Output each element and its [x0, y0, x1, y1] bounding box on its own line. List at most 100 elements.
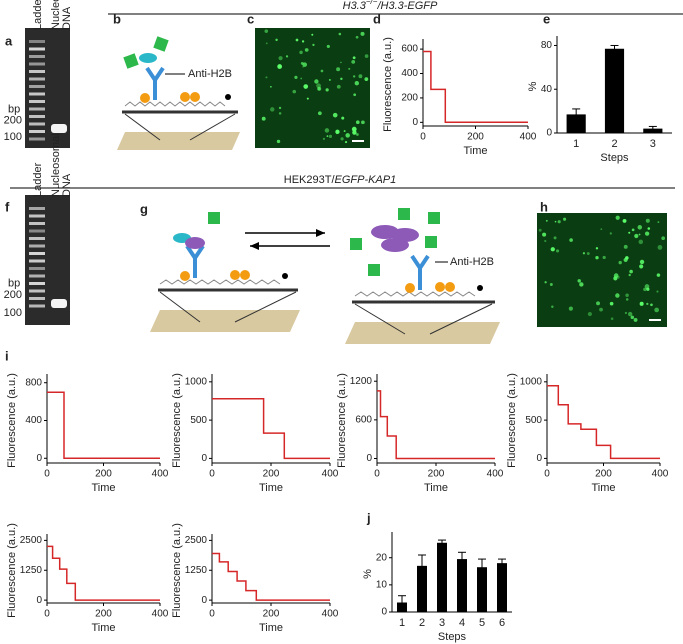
x-tick-label: 400	[152, 469, 169, 480]
fluorescent-spot	[646, 302, 649, 305]
fluorescent-spot	[625, 293, 629, 297]
x-tick-label: 200	[95, 469, 112, 480]
fluorescent-spot	[358, 74, 363, 79]
gel-band	[29, 122, 45, 126]
y-tick-label: 600	[355, 414, 372, 425]
fluorescent-spot	[303, 84, 309, 89]
fluorescent-spot	[328, 134, 333, 138]
fluorescent-spot	[340, 77, 343, 81]
trace-fit	[47, 545, 160, 601]
fluorescent-spot	[294, 75, 298, 79]
fluorescent-spot	[344, 141, 348, 144]
fluorescent-spot	[587, 312, 592, 317]
x-tick-label: 2	[419, 617, 425, 629]
microscope-image	[255, 28, 370, 148]
fluorescent-spot	[628, 273, 631, 277]
gel-lane-label: Ladder	[32, 162, 44, 197]
fluorescent-spot	[352, 56, 356, 60]
x-axis-label: Steps	[438, 631, 467, 643]
gel-band	[29, 130, 45, 133]
antibody-label: Anti-H2B	[188, 68, 232, 80]
y-axis-label: %	[527, 81, 539, 91]
x-tick-label: 0	[209, 609, 215, 620]
fluorescent-spot	[563, 217, 567, 221]
x-tick-label: 400	[487, 469, 504, 480]
y-axis-label: Fluorescence (a.u.)	[6, 373, 18, 468]
fluorescent-spot	[355, 35, 359, 39]
fluorescent-spot	[336, 84, 341, 89]
fluorescent-spot	[356, 133, 359, 136]
panel-label: d	[373, 11, 381, 26]
gel-band	[29, 115, 45, 118]
fluorescent-spot	[302, 66, 304, 68]
fluorescent-spot	[351, 59, 356, 64]
trace-fit	[212, 552, 330, 601]
x-axis-label: Time	[591, 482, 615, 494]
fluorescent-spot	[338, 32, 342, 36]
bar	[497, 563, 507, 612]
x-tick-label: 400	[152, 609, 169, 620]
gel-band	[29, 214, 45, 218]
y-tick-label: 0	[381, 607, 387, 618]
fluorescent-spot	[557, 220, 561, 224]
microscope-image	[537, 213, 667, 327]
schematic-g	[150, 208, 500, 344]
fluorescent-spot	[285, 55, 289, 58]
x-tick-label: 2	[611, 138, 617, 150]
fluorescent-spot	[351, 126, 357, 132]
fluorescent-spot	[542, 232, 547, 237]
gel-band	[51, 124, 67, 133]
fluorescent-spot	[312, 43, 315, 47]
fluorescent-spot	[644, 284, 650, 289]
fluorescent-spot	[553, 236, 557, 240]
fluorescent-spot	[300, 77, 303, 80]
fluorescent-spot	[639, 259, 645, 265]
y-tick-label: 200	[401, 93, 418, 104]
bar	[437, 542, 447, 612]
bar	[566, 114, 586, 133]
trace-fit	[423, 50, 528, 124]
gel-band	[29, 289, 45, 293]
fluorescent-spot	[650, 303, 653, 307]
gel-lane-label: Nucleosomal	[50, 0, 62, 30]
gel-lane-label: Ladder	[32, 0, 44, 30]
x-axis-label: Time	[463, 145, 487, 157]
y-tick-label: 0	[36, 595, 42, 606]
gel-mark: 200	[4, 289, 22, 301]
fluorescent-spot	[610, 317, 614, 321]
y-tick-label: 0	[201, 453, 207, 464]
fluorescent-spot	[326, 44, 330, 49]
fluorescent-spot	[613, 276, 618, 281]
fluorescent-spot	[622, 218, 627, 223]
x-tick-label: 0	[44, 469, 50, 480]
gel-band	[29, 40, 45, 43]
fluorescent-spot	[630, 315, 635, 320]
fluorescent-spot	[586, 252, 590, 255]
fluorescent-spot	[647, 227, 651, 230]
fluorescent-spot	[595, 256, 599, 260]
gel-band	[29, 55, 45, 58]
y-tick-label: 800	[25, 377, 42, 388]
x-axis-label: Time	[91, 482, 115, 494]
x-tick-label: 0	[44, 609, 50, 620]
fluorescent-spot	[609, 232, 612, 235]
fluorescent-spot	[320, 69, 324, 73]
header-part: H3.3	[343, 0, 367, 12]
gel-mark: 100	[4, 131, 22, 143]
fluorescent-spot	[341, 116, 345, 120]
x-axis-label: Time	[259, 622, 283, 634]
x-tick-label: 1	[573, 138, 579, 150]
panel-label: h	[540, 199, 548, 214]
fluorescent-spot	[324, 128, 330, 133]
fluorescent-spot	[352, 130, 357, 135]
gel-band	[29, 274, 45, 278]
schematic-b	[117, 36, 240, 150]
fluorescent-spot	[264, 29, 269, 33]
y-tick-label: 1250	[185, 565, 208, 576]
fluorescent-spot	[314, 79, 319, 84]
fluorescent-spot	[623, 244, 628, 249]
y-tick-label: 0	[366, 453, 372, 464]
panel-label: a	[5, 33, 13, 48]
